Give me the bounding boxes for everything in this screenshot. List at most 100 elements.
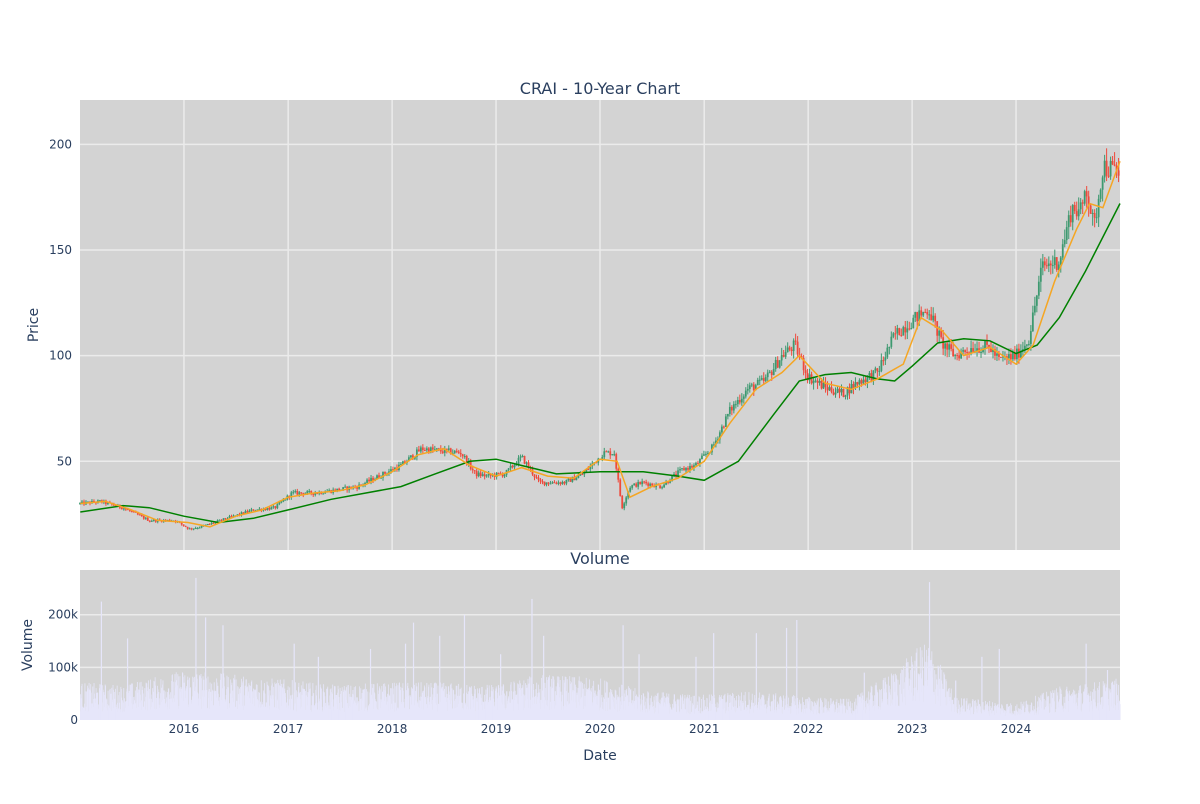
volume-bar: [503, 708, 505, 720]
volume-bar: [977, 712, 979, 720]
volume-bar: [390, 688, 392, 720]
volume-bar: [855, 709, 856, 720]
volume-bar: [817, 698, 819, 720]
volume-bar: [107, 710, 109, 720]
volume-bar: [331, 701, 333, 720]
volume-bar: [368, 705, 370, 720]
volume-bar: [656, 696, 657, 720]
volume-bar: [1016, 714, 1018, 720]
volume-bar: [292, 694, 294, 720]
volume-bar: [605, 697, 607, 720]
candle-body: [1045, 265, 1048, 267]
volume-bar: [201, 690, 203, 720]
volume-bar: [779, 697, 780, 720]
volume-bar: [502, 704, 503, 720]
volume-bar: [267, 695, 269, 720]
volume-bar: [752, 702, 754, 720]
volume-bar: [224, 686, 225, 720]
volume-bar: [1080, 710, 1082, 720]
volume-bar: [890, 694, 891, 720]
candle-body: [822, 382, 825, 389]
volume-bar: [959, 713, 961, 720]
volume-bar: [170, 698, 172, 720]
volume-bar: [189, 688, 191, 720]
volume-bar: [271, 685, 272, 720]
volume-bar: [203, 696, 205, 720]
volume-bar: [204, 690, 206, 720]
volume-bar: [883, 690, 884, 720]
volume-bar: [725, 710, 727, 720]
volume-bar: [119, 702, 121, 720]
volume-bar: [364, 710, 366, 720]
volume-bar: [292, 710, 294, 720]
volume-bar: [801, 712, 803, 720]
volume-bar: [583, 684, 585, 720]
volume-bar: [506, 691, 507, 720]
volume-bar: [1062, 706, 1064, 720]
volume-bar: [360, 688, 362, 720]
candle-body: [820, 380, 823, 389]
volume-bar: [687, 713, 689, 720]
volume-bar: [968, 703, 970, 720]
volume-bar: [933, 694, 935, 720]
volume-bar: [480, 694, 481, 720]
volume-bar: [534, 696, 536, 720]
volume-bar: [263, 692, 265, 720]
volume-bar: [1039, 698, 1041, 720]
volume-bar: [312, 683, 314, 720]
volume-bar: [930, 659, 932, 720]
volume-bar: [111, 687, 113, 720]
candle-body: [541, 481, 544, 483]
volume-bar: [943, 672, 945, 720]
volume-bar: [973, 714, 974, 720]
volume-bar: [772, 710, 774, 720]
volume-bar: [990, 705, 992, 720]
volume-bar: [832, 702, 834, 720]
volume-bar: [688, 705, 690, 720]
volume-bar: [760, 705, 762, 720]
volume-bar: [1020, 714, 1022, 720]
volume-bar: [969, 709, 971, 720]
volume-bar: [320, 699, 322, 720]
candle-body: [292, 491, 295, 493]
volume-spike-bar: [100, 601, 102, 720]
volume-bar: [487, 687, 488, 720]
volume-bar: [366, 710, 368, 720]
volume-bar: [921, 650, 923, 720]
volume-bar: [460, 695, 462, 720]
volume-bar: [707, 711, 709, 720]
volume-bar: [875, 682, 877, 720]
volume-bar: [574, 677, 576, 720]
volume-bar: [781, 712, 783, 720]
volume-bar: [586, 691, 588, 720]
volume-bar: [558, 676, 559, 720]
volume-bar: [228, 708, 230, 720]
volume-bar: [655, 707, 657, 720]
volume-bar: [167, 688, 169, 720]
volume-bar: [475, 701, 477, 720]
volume-bar: [139, 682, 141, 720]
volume-bar: [1037, 701, 1038, 720]
volume-bar: [815, 709, 817, 720]
volume-bar: [770, 706, 772, 720]
volume-bar: [831, 703, 832, 720]
volume-bar: [544, 708, 545, 720]
volume-bar: [587, 703, 588, 720]
volume-bar: [384, 683, 386, 720]
volume-bar: [477, 688, 479, 720]
volume-bar: [686, 712, 688, 720]
volume-bar: [1082, 703, 1084, 720]
volume-bar: [683, 708, 685, 720]
volume-bar: [722, 709, 724, 720]
volume-bar: [169, 709, 170, 720]
volume-bar: [448, 686, 450, 720]
volume-bar: [121, 697, 123, 720]
candle-body: [742, 396, 745, 399]
volume-bar: [926, 685, 928, 720]
candle-body: [671, 475, 673, 482]
volume-bar: [754, 704, 756, 720]
volume-bar: [550, 688, 552, 720]
candle-body: [1037, 281, 1040, 296]
volume-bar: [514, 699, 516, 720]
candle-body: [232, 515, 235, 517]
